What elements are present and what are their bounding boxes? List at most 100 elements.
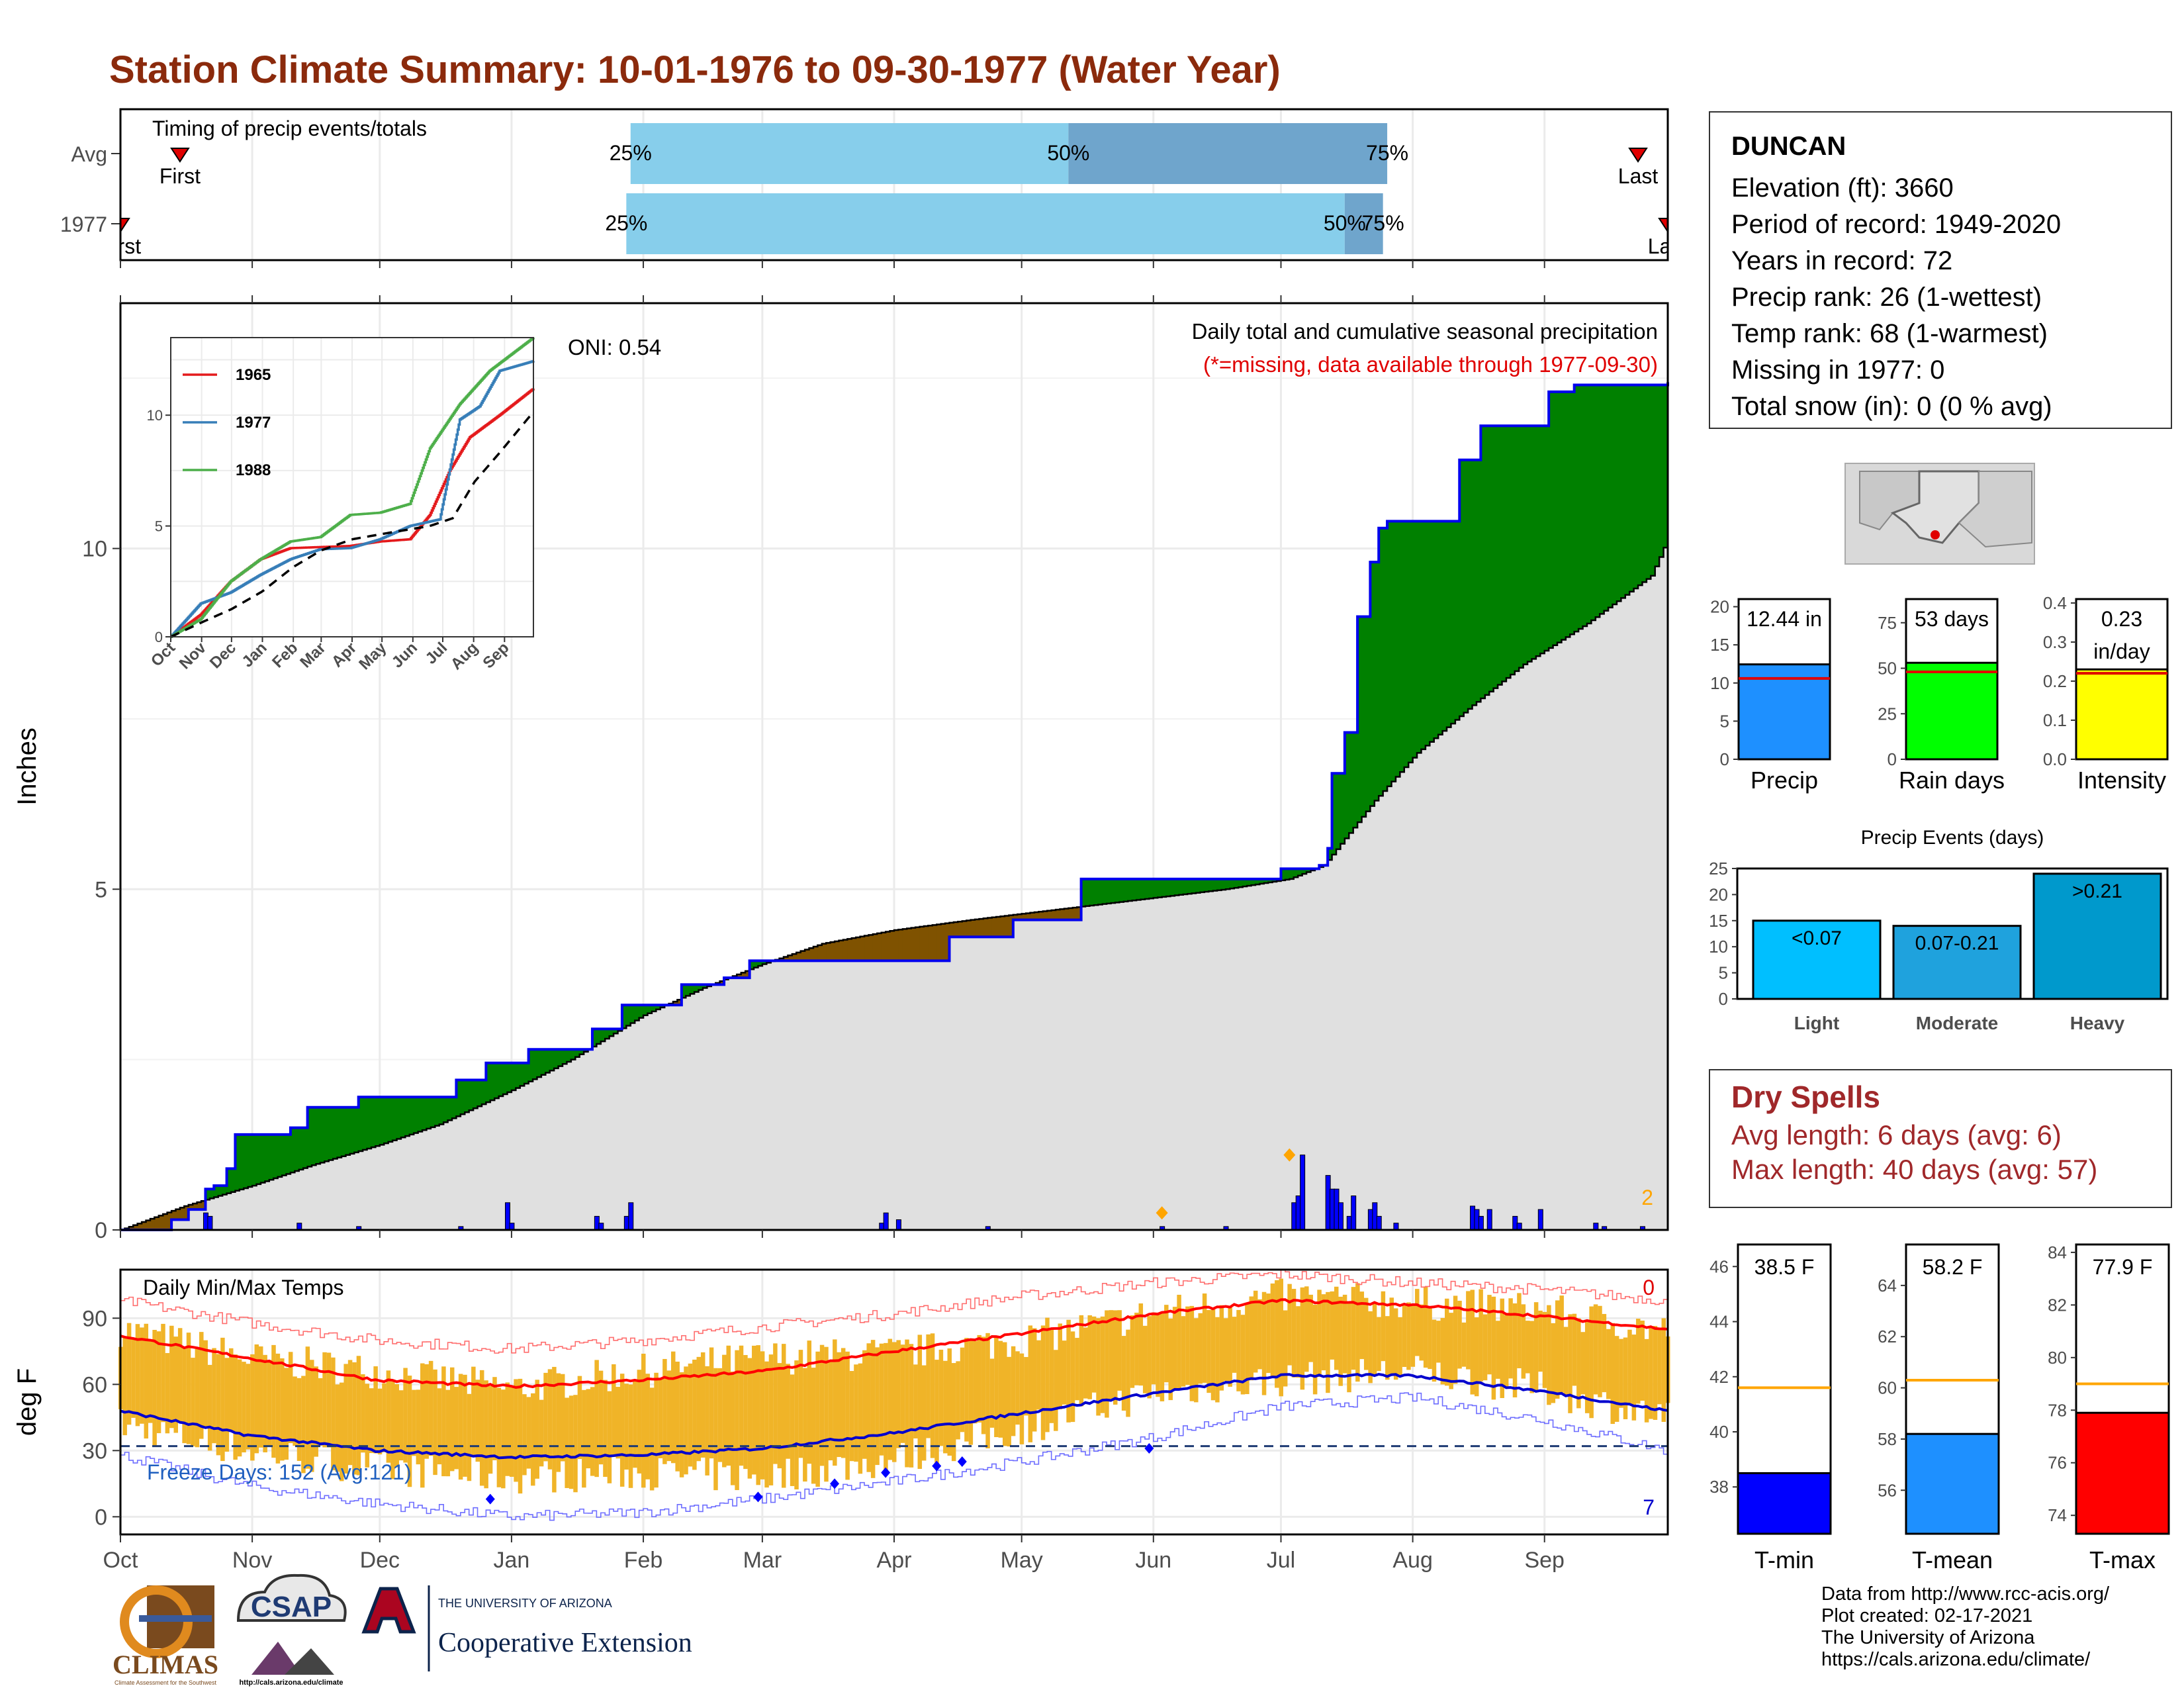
precip-diff-segment <box>1263 878 1269 884</box>
station-temp-rank: Temp rank: 68 (1-warmest) <box>1731 319 2048 348</box>
precip-diff-segment <box>953 922 958 937</box>
temps-daily-bar <box>926 1334 931 1438</box>
precip-daily-bar <box>1393 1223 1399 1231</box>
temps-daily-bar <box>624 1383 629 1470</box>
temps-daily-bar <box>394 1384 399 1468</box>
temps-daily-bar <box>1194 1318 1199 1403</box>
precip-diff-segment <box>923 926 929 961</box>
temps-daily-bar <box>1210 1309 1216 1401</box>
temps-daily-bar <box>148 1340 153 1423</box>
temps-daily-bar <box>305 1346 310 1469</box>
precip-diff-segment <box>1123 878 1128 902</box>
temps-daily-bar <box>1164 1305 1169 1383</box>
precip-diff-segment <box>375 1097 381 1147</box>
temps-daily-bar <box>1275 1280 1279 1388</box>
temps-daily-bar <box>450 1367 455 1472</box>
precip-diff-segment <box>337 1107 342 1158</box>
precip-diff-segment <box>1616 385 1621 602</box>
precip-diff-segment <box>231 1168 236 1192</box>
precip-diff-segment <box>239 1134 244 1190</box>
timing-bar-25-50 <box>630 123 1069 184</box>
temps-daily-bar <box>1372 1302 1377 1376</box>
precip-diff-segment <box>907 928 912 961</box>
temps-daily-bar <box>1619 1338 1623 1408</box>
precip-diff-segment <box>1612 385 1617 604</box>
precip-diff-segment <box>1328 848 1333 861</box>
precip-diff-segment <box>1365 616 1371 812</box>
temps-daily-bar <box>1168 1318 1173 1401</box>
temps-daily-bar <box>1172 1307 1177 1389</box>
temps-daily-bar <box>768 1354 774 1485</box>
temps-daily-bar <box>1649 1327 1653 1419</box>
timing-label-50: 50% <box>1047 141 1089 165</box>
precip-diff-segment <box>435 1097 440 1126</box>
precip-diff-segment <box>244 1134 249 1188</box>
precip-diff-segment <box>520 1062 525 1086</box>
precip-diff-segment <box>426 1097 432 1129</box>
precip-diff-segment <box>150 1219 155 1230</box>
precip-diff-segment <box>1268 878 1273 882</box>
temps-daily-bar <box>1589 1306 1594 1419</box>
temps-daily-bar <box>454 1387 459 1470</box>
precip-diff-segment <box>889 931 895 961</box>
temps-daily-bar <box>985 1333 990 1448</box>
precip-diff-segment <box>273 1134 279 1179</box>
temps-daily-bar <box>586 1389 591 1469</box>
climas-logo-stripe <box>139 1615 212 1622</box>
precip-diff-segment <box>1017 914 1023 920</box>
temps-daily-bar <box>870 1340 876 1478</box>
temps-daily-bar <box>1130 1315 1135 1388</box>
dry-spells-heading: Dry Spells <box>1731 1080 1880 1114</box>
temps-daily-bar <box>1415 1289 1420 1356</box>
temps-daily-bar <box>1602 1313 1607 1393</box>
temps-daily-bar <box>326 1352 332 1448</box>
temps-daily-bar <box>1232 1317 1237 1373</box>
precip-diff-segment <box>1204 878 1209 892</box>
precip-diff-segment <box>1463 459 1469 713</box>
precip-diff-segment <box>1663 385 1668 548</box>
csap-logo-text: CSAP <box>251 1591 332 1623</box>
temps-daily-bar <box>934 1360 939 1466</box>
temps-daily-bar <box>577 1376 582 1460</box>
station-years: Years in record: 72 <box>1731 246 1953 275</box>
temps-daily-bar <box>1206 1310 1211 1393</box>
temps-daily-bar <box>1423 1286 1428 1368</box>
temps-daily-bar <box>1024 1356 1028 1416</box>
precip-daily-bar <box>1537 1209 1543 1231</box>
temps-daily-bar <box>1003 1342 1007 1446</box>
precip-daily-bar <box>1338 1202 1343 1231</box>
temps-daily-bar <box>811 1368 816 1484</box>
temps-daily-bar <box>964 1338 969 1442</box>
precip-diff-segment <box>737 974 742 978</box>
temps-daily-bar <box>1304 1286 1309 1372</box>
station-snow: Total snow (in): 0 (0 % avg) <box>1731 392 2052 421</box>
totals-y-tick-label: 15 <box>1710 635 1729 655</box>
temps-daily-bar <box>1368 1311 1373 1383</box>
temps-daily-bar <box>1142 1325 1148 1393</box>
precip-diff-segment <box>363 1097 368 1150</box>
precip-daily-bar <box>1593 1223 1599 1231</box>
precip-diff-segment <box>528 1049 533 1082</box>
temps-daily-bar <box>220 1337 225 1462</box>
precip-diff-segment <box>282 1134 287 1176</box>
precip-diff-segment <box>269 1134 274 1180</box>
temps-daily-bar <box>968 1338 974 1445</box>
precip-diff-segment <box>868 935 874 961</box>
temps-daily-bar <box>726 1345 731 1466</box>
temps-daily-bar <box>1402 1304 1407 1367</box>
temps-daily-bar <box>322 1352 327 1448</box>
precip-diff-segment <box>167 1212 172 1230</box>
temps-daily-bar <box>467 1393 472 1481</box>
temps-daily-bar <box>1410 1305 1416 1367</box>
temps-cold-marker <box>485 1493 495 1505</box>
precip-daily-bar <box>1376 1215 1382 1231</box>
precip-diff-segment <box>469 1080 474 1111</box>
temps-daily-bar <box>782 1344 786 1488</box>
precip-diff-segment <box>286 1134 291 1174</box>
precip-diff-segment <box>621 1005 627 1029</box>
tempsum-y-tick-label: 38 <box>1709 1477 1729 1497</box>
temps-daily-bar <box>1533 1302 1539 1391</box>
temps-daily-bar <box>514 1379 518 1482</box>
temps-daily-bar <box>675 1361 680 1472</box>
